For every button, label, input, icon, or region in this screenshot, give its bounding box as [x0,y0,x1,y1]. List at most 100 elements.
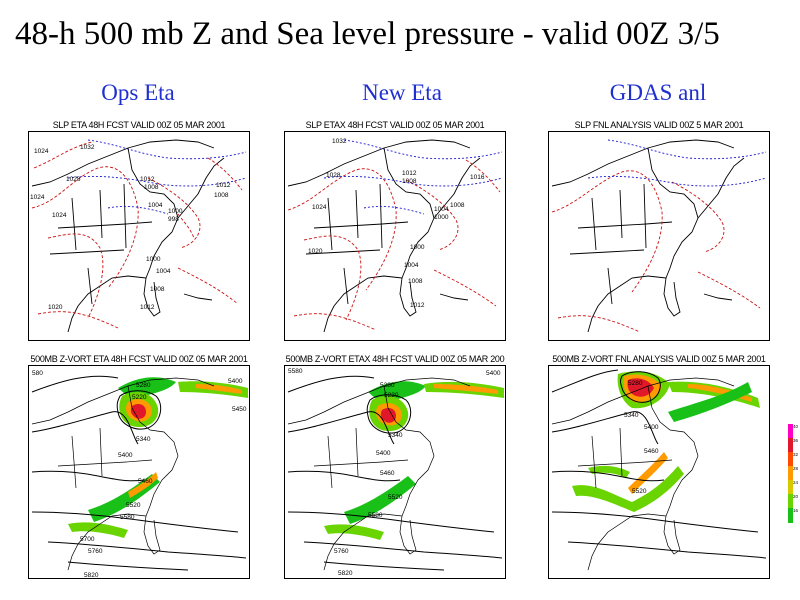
coastline-map [287,139,481,333]
isobar-label: 1020 [308,248,323,255]
z500-map [28,365,250,579]
thickness-contours [323,139,503,215]
isobar-label: 1012 [140,176,155,183]
height-label: 5400 [486,370,501,377]
isobar-label: 1008 [402,178,417,185]
slp-panel-title: SLP ETAX 48H FCST VALID 00Z 05 MAR 2001 [305,120,485,130]
column-heading-gdas-anl: GDAS anl [609,80,707,105]
coastline-map [31,377,215,571]
isobar-contours [551,170,761,333]
slp-panel-new-eta: SLP ETAX 48H FCST VALID 00Z 05 MAR 2001 … [284,118,506,342]
slp-panel-gdas-anl: SLP FNL ANALYSIS VALID 00Z 5 MAR 2001 [548,118,770,342]
height-label: 5340 [624,412,639,419]
slide-title: 48-h 500 mb Z and Sea level pressure - v… [15,16,720,52]
thickness-contours [67,139,247,215]
legend-tick-label: 32 [793,452,799,457]
legend-tick-label: 16 [793,508,799,513]
height-label: 5400 [228,378,243,385]
height-label: 5460 [644,448,659,455]
slp-map [284,131,506,341]
height-contours [551,369,767,559]
height-label: 5220 [132,394,147,401]
isobar-label: 1012 [402,170,417,177]
z500-panel-title: 500MB Z-VORT ETAX 48H FCST VALID 00Z 05 … [285,354,505,364]
slp-panel-ops-eta: SLP ETA 48H FCST VALID 00Z 05 MAR 2001 1… [28,118,250,342]
height-label: 5580 [368,512,383,519]
height-label: 5340 [388,432,403,439]
height-label: 5280 [628,380,643,387]
height-label: 5820 [338,570,353,577]
isobar-label: 1032 [80,144,95,151]
legend-swatch [788,452,793,467]
legend-swatch [788,424,793,439]
height-label: 5580 [120,514,135,521]
slp-panel-title: SLP FNL ANALYSIS VALID 00Z 5 MAR 2001 [574,120,744,130]
column-heading-new-eta: New Eta [362,80,442,105]
vorticity-shading [324,381,504,540]
height-label: 5280 [136,382,151,389]
height-label: 5460 [380,470,395,477]
isobar-contours [287,159,501,331]
legend-swatch [788,494,793,509]
z500-panel-ops-eta: 500MB Z-VORT ETA 48H FCST VALID 00Z 05 M… [28,352,250,579]
slp-map [28,131,250,341]
isobar-label: 1000 [410,244,425,251]
legend-tick-label: 20 [793,494,799,499]
coastline-map [31,139,225,333]
height-contours [287,375,503,571]
isobar-label: 1004 [148,202,163,209]
height-contours [31,375,247,571]
height-label: 5450 [232,406,247,413]
height-label: 5520 [632,488,647,495]
isobar-label: 1008 [214,192,229,199]
isobar-contours [31,141,243,329]
isobar-label: 1012 [410,302,425,309]
isobar-label: 1024 [30,194,45,201]
isobar-label: 998 [168,216,179,223]
height-label: 5820 [84,572,99,579]
legend-tick-label: 24 [793,480,799,485]
isobar-label: 1008 [408,278,423,285]
z500-panel-title: 500MB Z-VORT ETA 48H FCST VALID 00Z 05 M… [30,354,248,364]
z500-panel-gdas-anl: 500MB Z-VORT FNL ANALYSIS VALID 00Z 5 MA… [548,352,770,579]
isobar-label: 1012 [140,304,155,311]
isobar-label: 1024 [312,204,327,211]
isobar-label: 1032 [332,138,347,145]
isobar-label: 1016 [470,174,485,181]
height-label: 5220 [384,392,399,399]
legend-swatch [788,508,793,523]
height-label: 5700 [80,536,95,543]
z500-panel-new-eta: 500MB Z-VORT ETAX 48H FCST VALID 00Z 05 … [284,352,506,579]
legend-swatch [788,438,793,453]
column-heading-ops-eta: Ops Eta [101,80,175,105]
height-label: 580 [32,370,43,377]
isobar-label: 1028 [326,172,341,179]
z500-panel-title: 500MB Z-VORT FNL ANALYSIS VALID 00Z 5 MA… [552,354,766,364]
isobar-label: 1024 [34,148,49,155]
vorticity-shading [68,377,248,538]
height-label: 5400 [118,452,133,459]
isobar-label: 1020 [48,304,63,311]
coastline-map [287,377,471,571]
isobar-label: 1004 [404,262,419,269]
height-label: 5280 [380,382,395,389]
vorticity-shading [572,371,760,512]
isobar-label: 1012 [216,182,231,189]
legend-swatch [788,480,793,495]
legend-tick-label: 40 [793,424,799,429]
height-label: 5460 [138,478,153,485]
isobar-label: 1028 [66,176,81,183]
height-label: 5400 [376,450,391,457]
isobar-label: 1000 [146,256,161,263]
isobar-label: 1000 [168,208,183,215]
isobar-label: 1004 [156,268,171,275]
height-label: 5400 [644,424,659,431]
height-label: 5340 [136,436,151,443]
isobar-label: 1008 [144,184,159,191]
slp-map [548,131,770,341]
isobar-label: 1000 [434,214,449,221]
z500-map [284,365,506,579]
vorticity-color-legend: 40 36 32 28 24 20 16 [788,424,799,524]
height-label: 5580 [288,368,303,375]
coastline-map [551,377,735,571]
